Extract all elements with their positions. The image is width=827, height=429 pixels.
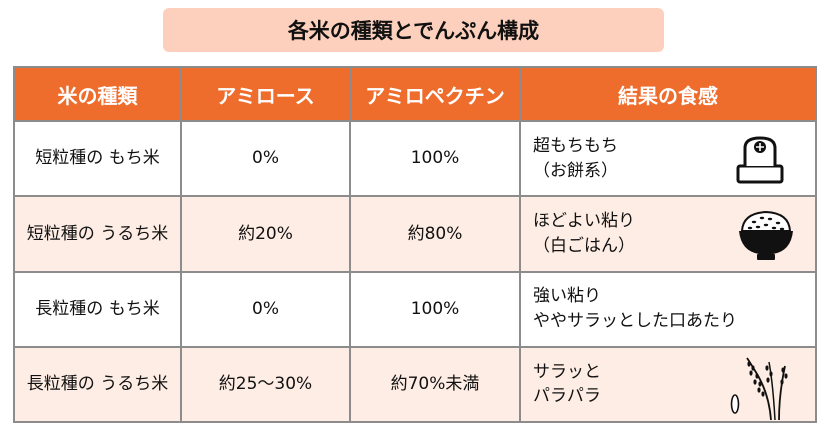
mochi-icon xyxy=(736,136,784,184)
texture-line: （白ごはん） xyxy=(533,235,635,256)
texture-line: ややサラッとした口あたり xyxy=(533,311,737,332)
amylopectin-cell: 100% xyxy=(349,119,521,198)
page-title: 各米の種類とでんぷん構成 xyxy=(287,19,540,43)
amylopectin-cell: 約80% xyxy=(349,195,521,273)
rice-type-line: もち米 xyxy=(108,298,160,319)
rice-ear-icon xyxy=(730,357,788,420)
texture-cell: ほどよい粘り （白ごはん） xyxy=(519,195,817,273)
texture-cell: 超もちもち （お餅系） xyxy=(519,119,817,198)
table-row: 短粒種の うるち米 約20% 約80% ほどよい粘り （白ごはん） xyxy=(13,195,817,273)
amylose-cell: 約25～30% xyxy=(180,345,351,424)
rice-type-line: 長粒種の xyxy=(26,374,95,395)
rice-type-line: うるち米 xyxy=(100,223,169,244)
amylose-cell: 0% xyxy=(180,119,351,198)
table-header-row: 米の種類 アミロース アミロペクチン 結果の食感 xyxy=(13,66,817,122)
rice-bowl-icon xyxy=(739,211,793,261)
amylose-cell: 0% xyxy=(180,270,351,348)
texture-line: パラパラ xyxy=(533,386,601,407)
table-row: 短粒種の もち米 0% 100% 超もちもち （お餅系） xyxy=(13,119,817,198)
table-row: 長粒種の もち米 0% 100% 強い粘り ややサラッとした口あたり xyxy=(13,270,817,348)
texture-line: 超もちもち xyxy=(533,135,618,156)
texture-cell: 強い粘り ややサラッとした口あたり xyxy=(519,270,817,348)
rice-type-cell: 長粒種の もち米 xyxy=(13,270,182,348)
rice-type-cell: 短粒種の もち米 xyxy=(13,119,182,198)
header-rice-type: 米の種類 xyxy=(13,66,182,122)
texture-line: サラッと xyxy=(533,361,601,382)
rice-type-line: 短粒種の xyxy=(26,223,95,244)
table-row: 長粒種の うるち米 約25～30% 約70%未満 サラッと パラパラ xyxy=(13,345,817,424)
header-texture: 結果の食感 xyxy=(519,66,817,122)
header-amylopectin: アミロペクチン xyxy=(349,66,521,122)
texture-line: ほどよい粘り xyxy=(533,211,635,232)
texture-line: （お餅系） xyxy=(533,160,618,181)
rice-type-cell: 長粒種の うるち米 xyxy=(13,345,182,424)
rice-type-cell: 短粒種の うるち米 xyxy=(13,195,182,273)
rice-type-line: もち米 xyxy=(108,148,160,169)
rice-type-line: 長粒種の xyxy=(35,298,104,319)
rice-type-line: 短粒種の xyxy=(35,148,104,169)
amylopectin-cell: 約70%未満 xyxy=(349,345,521,424)
amylose-cell: 約20% xyxy=(180,195,351,273)
amylopectin-cell: 100% xyxy=(349,270,521,348)
texture-line: 強い粘り xyxy=(533,286,601,307)
texture-cell: サラッと パラパラ xyxy=(519,345,817,424)
rice-starch-table: 米の種類 アミロース アミロペクチン 結果の食感 短粒種の もち米 0% 100… xyxy=(13,66,817,424)
page-title-bar: 各米の種類とでんぷん構成 xyxy=(163,8,664,52)
rice-type-line: うるち米 xyxy=(100,374,169,395)
header-amylose: アミロース xyxy=(180,66,351,122)
